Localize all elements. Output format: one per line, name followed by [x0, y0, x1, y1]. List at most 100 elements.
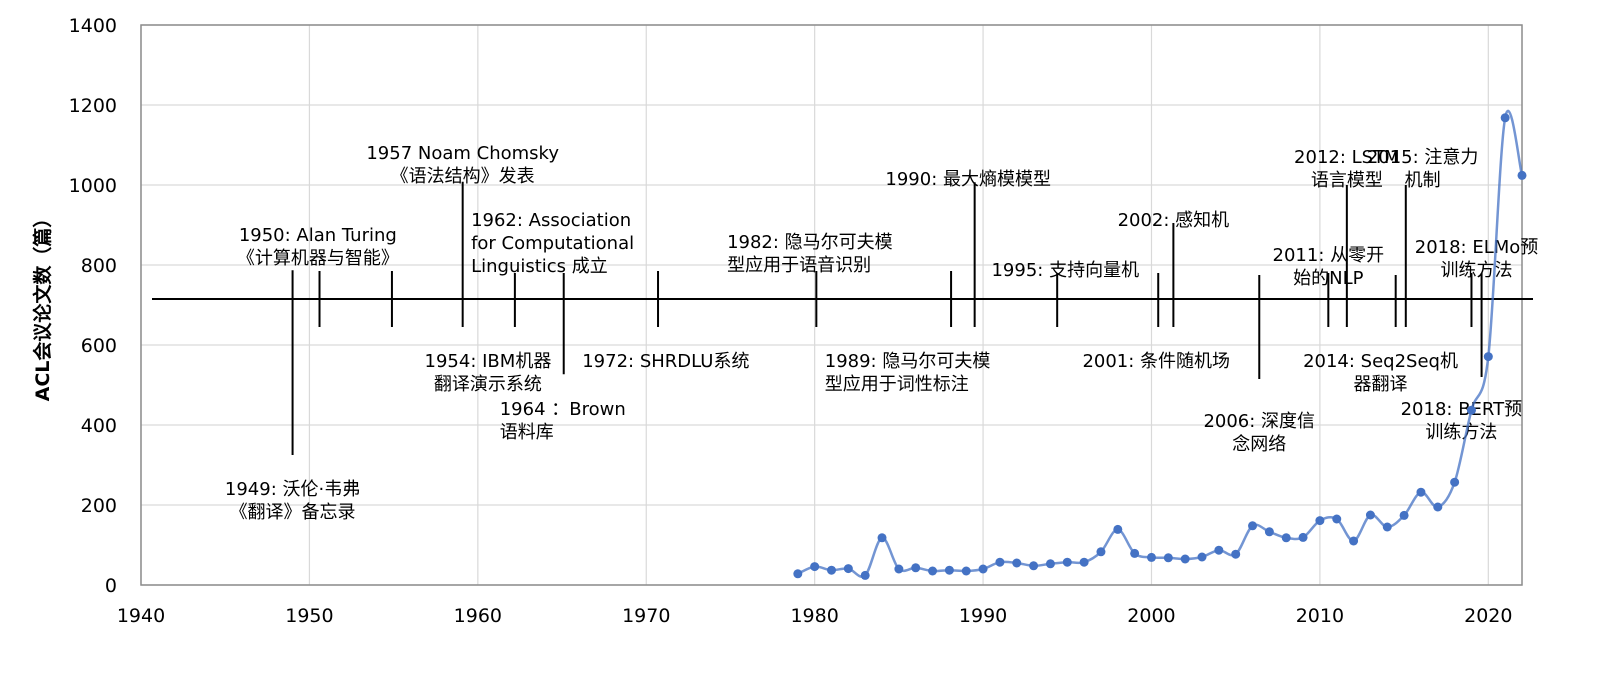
event-labels: 1949: 沃伦·韦弗《翻译》备忘录 1950: Alan Turing《计算机器…: [225, 143, 1538, 523]
event-label: 训练方法: [1425, 422, 1497, 443]
data-point: [1045, 559, 1055, 569]
data-point: [1483, 352, 1493, 362]
data-point: [1517, 170, 1527, 180]
event-label: 1990: 最大熵模模型: [885, 169, 1051, 190]
y-tick-label: 200: [81, 495, 117, 517]
event-ticks: [291, 181, 1483, 455]
y-axis-label: ACL会议论文数（篇）: [31, 209, 54, 402]
event-label: 1954: IBM机器: [425, 351, 552, 372]
data-point: [1012, 558, 1022, 568]
data-point: [1399, 510, 1409, 520]
data-point: [1500, 113, 1510, 123]
event-label: 1982: 隐马尔可夫模: [727, 232, 893, 253]
event-label: 2018: ELMo预: [1415, 237, 1539, 258]
x-tick-label: 1970: [622, 605, 670, 627]
data-point: [1231, 549, 1241, 559]
data-point: [1214, 545, 1224, 555]
data-point: [1197, 552, 1207, 562]
data-point: [1079, 557, 1089, 567]
y-tick-label: 600: [81, 335, 117, 357]
data-point: [1433, 502, 1443, 512]
x-tick-label: 1990: [959, 605, 1007, 627]
event-label: 语料库: [500, 422, 554, 443]
data-point: [1349, 536, 1359, 546]
event-label: 2001: 条件随机场: [1082, 351, 1230, 372]
grid: [140, 24, 1522, 586]
event-label: 翻译演示系统: [434, 374, 542, 395]
x-tick-label: 1960: [454, 605, 502, 627]
y-tick-label: 0: [105, 575, 117, 597]
data-point: [944, 565, 954, 575]
data-point: [961, 566, 971, 576]
data-point: [860, 570, 870, 580]
data-point: [1096, 547, 1106, 557]
data-point: [1315, 516, 1325, 526]
data-point: [793, 569, 803, 579]
data-point: [1466, 405, 1476, 415]
data-point: [843, 564, 853, 574]
y-tick-label: 1200: [69, 95, 117, 117]
event-label: 1962: Association: [471, 210, 631, 231]
data-point: [978, 564, 988, 574]
data-point: [1382, 522, 1392, 532]
data-point: [1281, 533, 1291, 543]
event-label: 念网络: [1232, 433, 1286, 455]
event-label: 《计算机器与智能》: [237, 248, 399, 269]
data-point: [1298, 532, 1308, 542]
event-label: 1957 Noam Chomsky: [366, 143, 559, 164]
y-tick-label: 1400: [69, 15, 117, 37]
event-label: 2014: Seq2Seq机: [1303, 351, 1458, 372]
event-label: 2015: 注意力: [1367, 147, 1479, 168]
data-point: [1264, 527, 1274, 537]
event-label: 1989: 隐马尔可夫模: [825, 351, 991, 372]
event-label: 训练方法: [1441, 260, 1513, 281]
event-label: 1972: SHRDLU系统: [582, 351, 749, 372]
x-tick-label: 1950: [285, 605, 333, 627]
data-point: [827, 565, 836, 575]
event-label: 1995: 支持向量机: [991, 260, 1139, 281]
data-point: [995, 557, 1005, 567]
x-tick-labels: 1940 1950 1960 1970 1980 1990 2000 2010 2020: [117, 605, 1513, 627]
y-tick-labels: 0 200 400 600 800 1000 1200 1400: [69, 15, 117, 597]
plot-frame: [140, 24, 1523, 586]
event-label: 《翻译》备忘录: [230, 502, 356, 523]
data-point: [1248, 521, 1258, 531]
y-tick-label: 800: [81, 255, 117, 277]
event-label: for Computational: [471, 233, 634, 254]
data-point: [1113, 524, 1123, 534]
x-tick-label: 1940: [117, 605, 165, 627]
event-label: 2011: 从零开: [1273, 245, 1385, 266]
data-point: [1365, 510, 1375, 520]
data-point: [1450, 477, 1460, 487]
data-point: [1062, 557, 1072, 567]
data-point: [928, 566, 938, 576]
event-label: 1949: 沃伦·韦弗: [225, 479, 360, 500]
x-tick-label: 2020: [1464, 605, 1512, 627]
data-point: [1416, 487, 1426, 497]
event-label: 型应用于语音识别: [727, 255, 871, 276]
data-point: [1180, 554, 1190, 564]
y-tick-label: 400: [81, 415, 117, 437]
event-label: 器翻译: [1354, 374, 1408, 395]
paper-count-points: [793, 113, 1527, 580]
event-label: 2002: 感知机: [1118, 210, 1230, 231]
event-label: 始的NLP: [1293, 268, 1363, 289]
data-point: [1163, 553, 1173, 563]
x-tick-label: 1980: [790, 605, 838, 627]
data-point: [810, 562, 820, 572]
event-label: 2018: BERT预: [1401, 399, 1523, 420]
y-tick-label: 1000: [69, 175, 117, 197]
event-label: 机制: [1405, 170, 1441, 191]
data-point: [877, 533, 887, 543]
data-point: [894, 564, 904, 574]
data-point: [1332, 514, 1342, 524]
data-point: [1130, 548, 1140, 558]
event-label: 1950: Alan Turing: [239, 225, 397, 246]
event-label: 语言模型: [1311, 170, 1383, 191]
x-tick-label: 2000: [1127, 605, 1175, 627]
data-point: [911, 563, 921, 573]
x-tick-label: 2010: [1296, 605, 1344, 627]
event-label: Linguistics 成立: [471, 256, 608, 277]
event-label: 2012: LSTM: [1294, 147, 1400, 168]
